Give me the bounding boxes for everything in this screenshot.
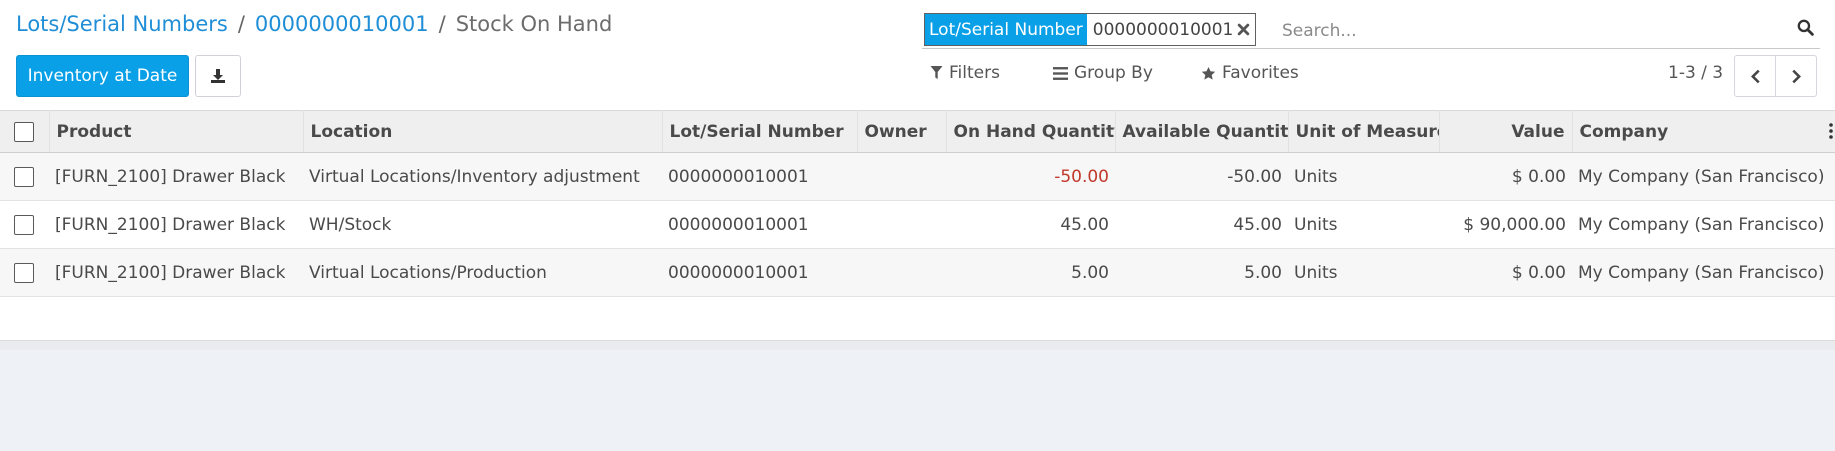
filter-icon [930,66,943,79]
facet-remove-button[interactable] [1237,14,1255,45]
cell-location: WH/Stock [303,200,662,249]
cell-on-hand: 45.00 [946,200,1115,249]
download-icon [211,69,225,83]
group-by-dropdown[interactable]: Group By [1053,63,1153,83]
cell-company: My Company (San Francisco) [1572,152,1835,201]
cell-uom: Units [1288,200,1439,249]
cell-location: Virtual Locations/Production [303,248,662,297]
cell-on-hand: -50.00 [946,152,1115,201]
search-bar: Lot/Serial Number 0000000010001 [922,10,1820,49]
close-icon [1238,23,1250,36]
cell-product: [FURN_2100] Drawer Black [49,200,303,249]
favorites-dropdown[interactable]: Favorites [1201,63,1299,83]
select-all-checkbox[interactable] [14,121,34,142]
bars-icon [1053,66,1068,80]
cell-product: [FURN_2100] Drawer Black [49,248,303,297]
table-row[interactable]: [FURN_2100] Drawer Black Virtual Locatio… [0,248,1835,297]
cell-lot: 0000000010001 [662,152,857,201]
stock-table: Product Location Lot/Serial Number Owner… [0,110,1835,297]
select-all-cell [0,110,50,153]
facet-value: 0000000010001 [1092,19,1234,40]
inventory-at-date-button[interactable]: Inventory at Date [16,55,189,97]
table-row[interactable]: [FURN_2100] Drawer Black WH/Stock 000000… [0,200,1835,249]
row-select-cell [0,200,49,249]
breadcrumb-separator: / [237,12,245,36]
control-panel: Lots/Serial Numbers / 0000000010001 / Stock … [0,0,1835,110]
filters-dropdown[interactable]: Filters [930,63,1000,83]
row-checkbox[interactable] [14,214,34,235]
cell-location: Virtual Locations/Inventory adjustment [303,152,662,201]
row-select-cell [0,248,49,297]
column-header-company[interactable]: Company [1572,110,1835,153]
cell-available: 45.00 [1115,200,1288,249]
cell-lot: 0000000010001 [662,200,857,249]
cell-available: -50.00 [1115,152,1288,201]
list-view: Product Location Lot/Serial Number Owner… [0,110,1835,340]
chevron-right-icon [1791,69,1801,83]
breadcrumb-separator: / [438,12,446,36]
filters-label: Filters [949,63,1000,83]
search-facet: Lot/Serial Number 0000000010001 [924,13,1257,46]
column-header-available[interactable]: Available Quantity [1115,110,1289,153]
column-header-location[interactable]: Location [303,110,663,153]
column-header-product[interactable]: Product [49,110,304,153]
chevron-left-icon [1750,69,1760,83]
pager-previous-button[interactable] [1734,55,1776,97]
page-title: Stock On Hand [455,12,613,36]
column-header-on-hand[interactable]: On Hand Quantity [946,110,1116,153]
breadcrumb-lots-link[interactable]: Lots/Serial Numbers [16,12,228,36]
group-by-label: Group By [1074,63,1153,83]
pager-next-button[interactable] [1775,55,1817,97]
breadcrumb: Lots/Serial Numbers / 0000000010001 / Stock … [16,12,612,36]
cell-on-hand: 5.00 [946,248,1115,297]
row-checkbox[interactable] [14,166,34,187]
cell-company: My Company (San Francisco) [1572,200,1835,249]
cell-value: $ 90,000.00 [1439,200,1572,249]
row-select-cell [0,152,49,201]
cell-owner [857,248,946,297]
optional-columns-toggle[interactable] [1828,123,1833,144]
search-icon[interactable] [1797,19,1814,40]
column-header-lot[interactable]: Lot/Serial Number [662,110,858,153]
row-checkbox[interactable] [14,262,34,283]
more-vertical-icon [1828,123,1833,139]
table-header: Product Location Lot/Serial Number Owner… [0,110,1835,153]
star-icon [1201,66,1216,80]
cell-owner [857,152,946,201]
column-header-company-label: Company [1579,121,1669,142]
favorites-label: Favorites [1222,63,1299,83]
pager-value[interactable]: 1-3 / 3 [1668,63,1724,83]
cell-available: 5.00 [1115,248,1288,297]
facet-label: Lot/Serial Number [925,14,1088,45]
cell-value: $ 0.00 [1439,152,1572,201]
horizontal-scrollbar[interactable] [0,340,1835,350]
column-header-owner[interactable]: Owner [857,110,947,153]
cell-owner [857,200,946,249]
table-row[interactable]: [FURN_2100] Drawer Black Virtual Locatio… [0,152,1835,201]
column-header-value[interactable]: Value [1439,110,1573,153]
search-input[interactable] [1282,18,1782,44]
column-header-uom[interactable]: Unit of Measure [1288,110,1440,153]
cell-uom: Units [1288,152,1439,201]
cell-value: $ 0.00 [1439,248,1572,297]
cell-uom: Units [1288,248,1439,297]
cell-lot: 0000000010001 [662,248,857,297]
cell-product: [FURN_2100] Drawer Black [49,152,303,201]
cell-company: My Company (San Francisco) [1572,248,1835,297]
breadcrumb-lot-link[interactable]: 0000000010001 [254,12,429,36]
download-button[interactable] [195,55,241,97]
